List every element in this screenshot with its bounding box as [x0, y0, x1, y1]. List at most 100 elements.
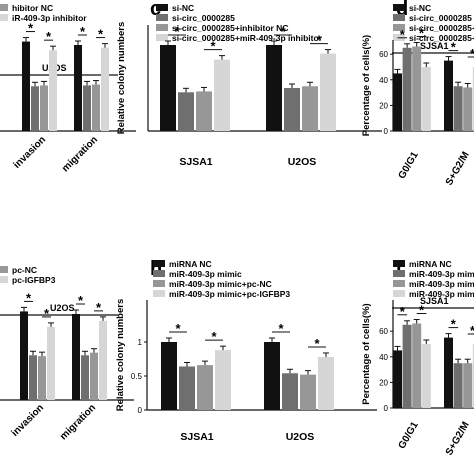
sig-star: *	[278, 321, 284, 336]
legend-swatch	[156, 14, 168, 21]
bar	[83, 85, 91, 131]
bar	[215, 350, 231, 410]
y-axis-label: Percentage of cells(%)	[361, 303, 372, 404]
bar	[453, 86, 463, 131]
sig-star: *	[80, 24, 86, 39]
bar	[161, 342, 177, 410]
y-tick-label: 0	[384, 127, 389, 136]
sig-star: *	[210, 39, 216, 54]
legend-label: pc-IGFBP3	[12, 275, 56, 285]
group-label: SJSA1	[420, 296, 449, 306]
bar	[444, 60, 453, 131]
bar	[320, 53, 336, 131]
y-axis-label: Relative colony numbers	[115, 299, 126, 411]
x-tick-label: G0/G1	[397, 420, 421, 451]
bar	[318, 356, 334, 410]
legend-label: miR-409-3p mimic	[409, 279, 474, 289]
bar	[197, 365, 213, 410]
group-label: SJSA1	[420, 41, 449, 51]
bar	[282, 373, 298, 410]
panel-letter-c: c	[150, 0, 161, 20]
bar	[160, 45, 176, 131]
bar	[393, 350, 402, 408]
sig-star: *	[175, 321, 181, 336]
x-tick-label: S+G2/M	[444, 420, 472, 458]
bar	[92, 84, 100, 131]
sig-star: *	[28, 21, 34, 36]
group-label: U2OS	[50, 303, 75, 313]
bar	[463, 87, 473, 131]
legend-swatch	[393, 4, 405, 11]
y-tick-label: 0.5	[131, 372, 143, 381]
bar	[101, 47, 109, 131]
legend-label: miRNA NC	[409, 259, 452, 269]
legend-swatch	[393, 24, 405, 31]
y-tick-label: 0	[138, 406, 143, 415]
bar	[264, 342, 280, 410]
legend-swatch	[393, 280, 405, 287]
legend-label: miR-409-3p mimic	[169, 269, 242, 279]
bar	[412, 323, 422, 408]
x-tick-label: U2OS	[286, 431, 315, 443]
legend-label: si-circ_0000285+inhibitor NC	[172, 23, 288, 33]
bar	[72, 314, 80, 400]
legend-swatch	[0, 14, 8, 21]
bar	[402, 324, 412, 408]
bar	[49, 50, 57, 131]
x-tick-label: SJSA1	[179, 156, 212, 168]
bar	[178, 92, 194, 131]
sig-star: *	[280, 24, 286, 39]
sig-star: *	[470, 323, 474, 338]
legend-swatch	[153, 260, 165, 267]
legend-label: si-circ_0000285+miR-409-3p inhibitor	[409, 33, 474, 43]
bar	[472, 344, 474, 408]
sig-star: *	[451, 317, 457, 332]
bar	[74, 45, 82, 131]
sig-star: *	[46, 29, 52, 44]
sig-star: *	[400, 304, 406, 319]
bar	[31, 86, 39, 131]
bar	[29, 355, 37, 400]
legend-swatch	[393, 14, 405, 21]
legend-swatch	[0, 266, 8, 273]
bar	[402, 47, 412, 131]
x-tick-label: invasion	[12, 134, 48, 170]
y-tick-label: 60	[379, 327, 388, 336]
sig-star: *	[96, 300, 102, 315]
x-tick-label: S+G2/M	[444, 150, 472, 188]
legend-label: pc-NC	[12, 265, 37, 275]
bar	[472, 67, 474, 131]
sig-star: *	[174, 24, 180, 39]
legend-swatch	[153, 280, 165, 287]
x-tick-label: U2OS	[288, 156, 317, 168]
legend-label: si-circ_0000285+miR-409-3p inhibitor	[172, 33, 323, 43]
sig-star: *	[419, 26, 425, 41]
legend-label: si-NC	[172, 3, 194, 13]
y-tick-label: 1	[138, 338, 143, 347]
bar	[453, 363, 463, 408]
legend-label: miR-409-3p mimic+pc-IGFBP3	[169, 289, 290, 299]
sig-star: *	[451, 40, 457, 55]
legend-swatch	[156, 34, 168, 41]
bar	[179, 366, 195, 410]
bar	[47, 326, 55, 400]
legend-swatch	[153, 290, 165, 297]
legend-swatch	[156, 24, 168, 31]
y-tick-label: 40	[379, 353, 388, 362]
bar	[421, 344, 431, 408]
panel-2: si-NCsi-circ_0000285si-circ_0000285+inhi…	[361, 3, 474, 188]
bar	[300, 374, 316, 410]
sig-star: *	[400, 27, 406, 42]
legend-label: hibitor NC	[12, 3, 53, 13]
sig-star: *	[211, 329, 217, 344]
x-tick-label: migration	[60, 134, 100, 174]
y-tick-label: 60	[379, 50, 388, 59]
legend-swatch	[153, 270, 165, 277]
bar	[38, 356, 46, 400]
legend-swatch	[0, 4, 8, 11]
legend-swatch	[0, 276, 8, 283]
bar	[196, 91, 212, 131]
